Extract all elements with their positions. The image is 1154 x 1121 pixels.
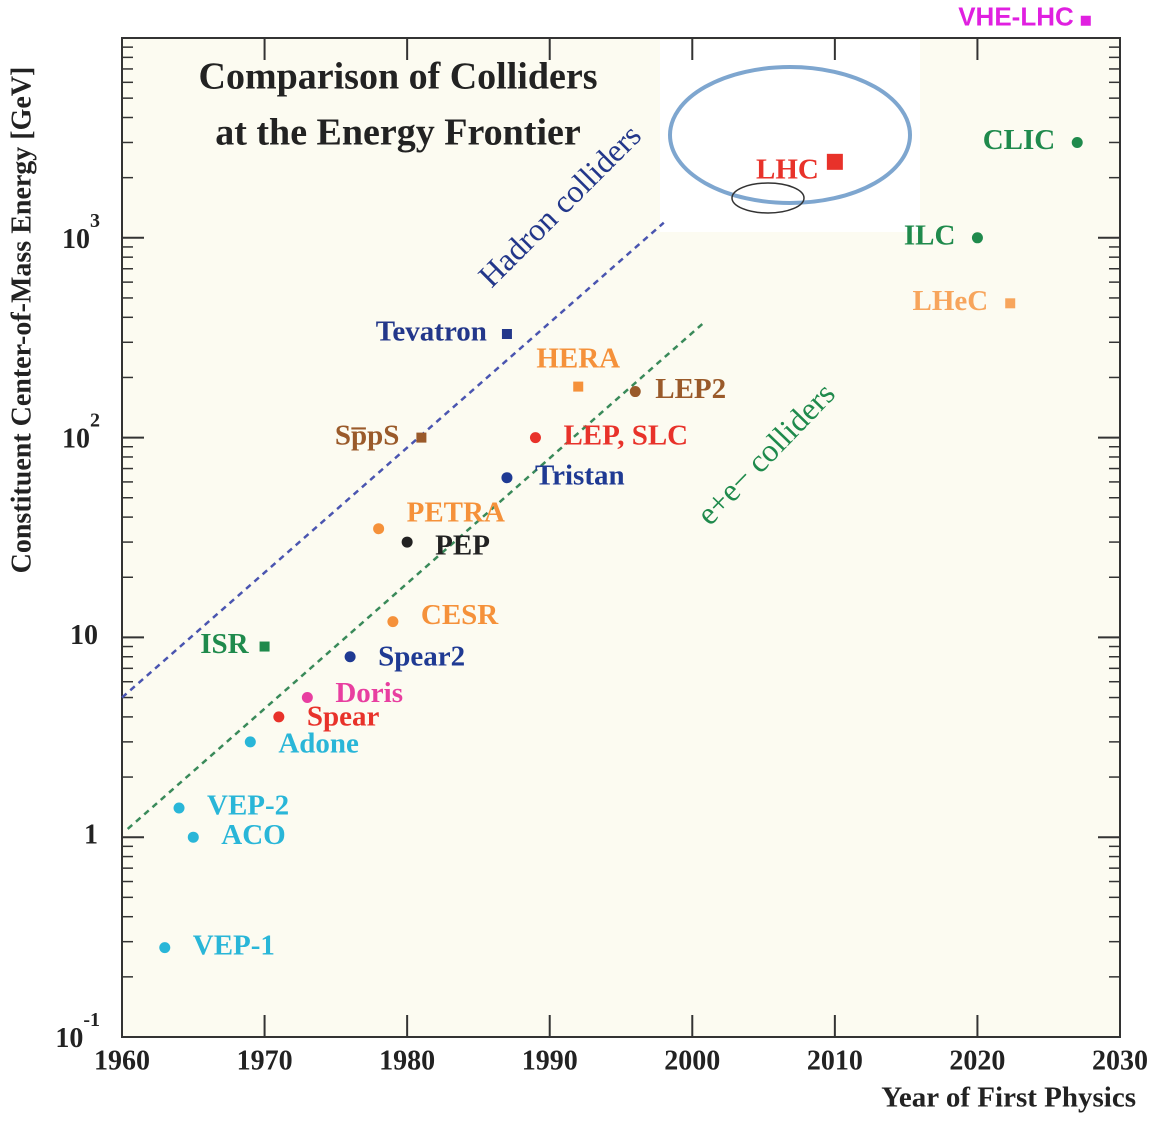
point	[159, 942, 170, 953]
point-label: LEP, SLC	[563, 419, 688, 451]
point	[1072, 137, 1083, 148]
x-tick-label: 2010	[807, 1045, 863, 1076]
point	[416, 433, 426, 443]
point-label: Doris	[335, 677, 403, 709]
point	[345, 651, 356, 662]
point	[402, 537, 413, 548]
point-label: PEP	[435, 530, 490, 562]
y-tick-label-base: 10	[55, 1023, 83, 1054]
y-tick-label: 1	[84, 820, 98, 851]
x-tick-label: 1960	[94, 1045, 150, 1076]
point-label: VEP-2	[207, 790, 289, 822]
x-tick-label: 2030	[1092, 1045, 1148, 1076]
y-axis-label: Constituent Center-of-Mass Energy [GeV]	[6, 67, 37, 574]
point	[501, 472, 512, 483]
point-label: VHE-LHC	[958, 2, 1074, 32]
y-tick-label-exponent: 2	[90, 409, 100, 431]
chart-title: at the Energy Frontier	[215, 112, 581, 154]
plot-area	[122, 38, 1120, 1037]
y-tick-label-exponent: 3	[90, 209, 100, 231]
chart: Comparison of Colliders at the Energy Fr…	[0, 0, 1154, 1121]
point	[630, 386, 641, 397]
point-label: ISR	[200, 628, 249, 660]
x-tick-label: 1990	[522, 1045, 578, 1076]
x-tick-label: 1970	[237, 1045, 293, 1076]
point-label: ACO	[221, 819, 285, 851]
point	[1005, 298, 1015, 308]
point-label: CLIC	[983, 124, 1056, 156]
point	[174, 803, 185, 814]
point	[260, 642, 270, 652]
y-tick-label-exponent: -1	[83, 1009, 100, 1031]
point	[273, 711, 284, 722]
point-label: VEP-1	[193, 929, 275, 961]
x-tick-label: 2020	[949, 1045, 1005, 1076]
point	[502, 329, 512, 339]
point-label: Spear2	[378, 640, 465, 672]
lhc-inset	[660, 40, 920, 232]
x-axis-label: Year of First Physics	[881, 1082, 1136, 1114]
point-label: CESR	[421, 599, 499, 631]
point-label: LHC	[756, 153, 819, 185]
point	[245, 736, 256, 747]
y-tick-label: 10	[70, 620, 98, 651]
y-tick-label-base: 10	[62, 224, 90, 255]
point	[373, 523, 384, 534]
point	[188, 832, 199, 843]
point-label: LEP2	[655, 373, 726, 405]
point-label: Sp̅pS	[335, 419, 400, 451]
x-tick-label: 2000	[664, 1045, 720, 1076]
point	[827, 154, 843, 170]
y-tick-label: 103	[62, 209, 100, 255]
y-tick-label: 102	[62, 409, 100, 455]
chart-title: Comparison of Colliders	[199, 56, 598, 98]
point-label: Tevatron	[376, 316, 487, 348]
point-label: HERA	[536, 342, 620, 374]
point-label: LHeC	[913, 285, 989, 317]
point-label: Tristan	[535, 459, 625, 491]
point-label: ILC	[904, 219, 956, 251]
point	[972, 232, 983, 243]
point	[1081, 16, 1091, 26]
y-tick-label-base: 10	[62, 424, 90, 455]
x-tick-label: 1980	[379, 1045, 435, 1076]
point	[387, 616, 398, 627]
point	[302, 692, 313, 703]
point	[573, 382, 583, 392]
point	[530, 432, 541, 443]
point-label: PETRA	[407, 496, 505, 528]
